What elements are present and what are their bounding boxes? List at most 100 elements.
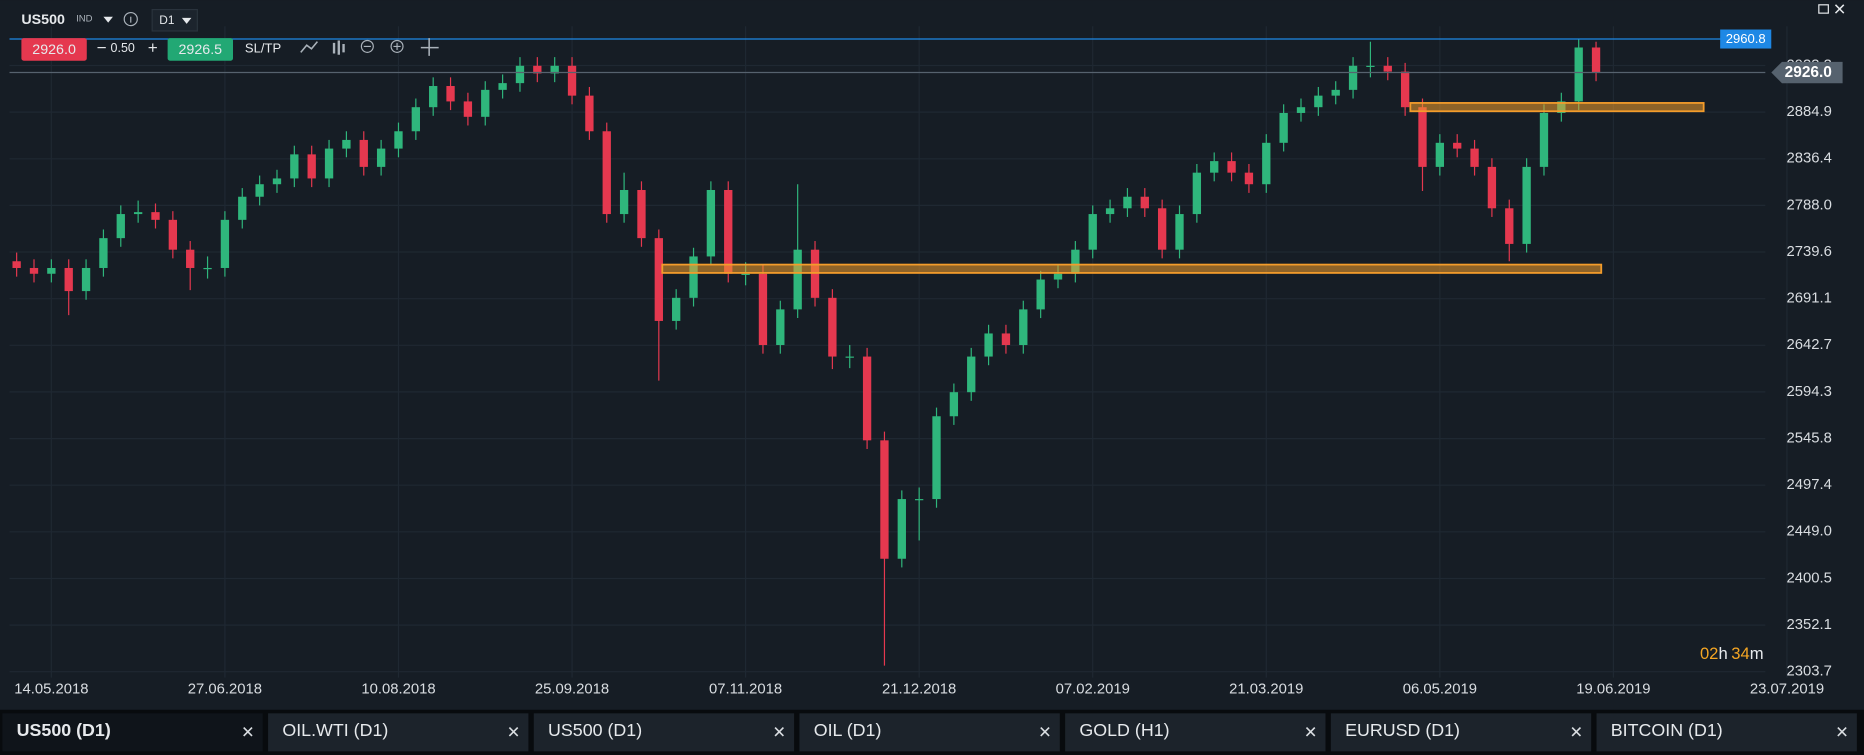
plot-layer xyxy=(9,38,1766,666)
candle-body xyxy=(706,189,716,257)
tab-close[interactable] xyxy=(243,727,253,737)
level-zone[interactable] xyxy=(1409,102,1705,113)
pan-icon[interactable] xyxy=(420,38,439,56)
candle-body xyxy=(1210,161,1219,173)
candle-icon[interactable] xyxy=(332,40,345,55)
candle-body xyxy=(463,101,473,117)
zoom-out-icon[interactable] xyxy=(360,39,374,53)
tab-label: BITCOIN (D1) xyxy=(1611,720,1723,740)
tab-label: US500 (D1) xyxy=(17,720,111,740)
candle-body xyxy=(255,184,264,197)
candle-body xyxy=(1487,166,1497,209)
tab-close[interactable] xyxy=(508,727,519,737)
candle-body xyxy=(1591,47,1601,73)
candle-body xyxy=(533,65,542,74)
symbol-dropdown[interactable] xyxy=(103,16,113,23)
toolbar: US500 IND D1 2926.0 0.50 2926.5 SL/TP xyxy=(21,8,439,61)
spread: 0.50 xyxy=(111,41,135,55)
level-zone[interactable] xyxy=(661,263,1603,274)
tab-close[interactable] xyxy=(1040,727,1050,737)
candle-body xyxy=(1157,208,1167,250)
buy-button[interactable] xyxy=(167,38,233,61)
tab-close[interactable] xyxy=(1305,727,1316,737)
candle-body xyxy=(585,95,594,132)
timer-hours: 02 xyxy=(1700,644,1719,663)
candle-body xyxy=(1001,333,1011,346)
window-close[interactable] xyxy=(1834,4,1845,14)
candle-body xyxy=(411,107,420,132)
timer-minutes: 34 xyxy=(1731,644,1750,663)
axis-layer: 2303.7 2352.1 2400.5 2449.0 2497.4 2545.8 2594… xyxy=(14,29,1843,697)
candle-body xyxy=(1192,172,1202,215)
candle-body xyxy=(446,86,455,102)
sell-price: 2926.0 xyxy=(32,42,76,58)
candle-body xyxy=(1123,196,1132,209)
y-tick-label: 2594.3 xyxy=(1786,384,1831,400)
tab-close[interactable] xyxy=(1837,727,1847,737)
tab[interactable] xyxy=(268,713,529,752)
sltp-button[interactable]: SL/TP xyxy=(245,40,282,55)
candle-body xyxy=(1574,47,1583,102)
candle-body xyxy=(12,261,21,268)
candle-body xyxy=(1262,142,1271,185)
candle-body xyxy=(64,267,73,292)
tab-close[interactable] xyxy=(774,727,784,737)
candle-body xyxy=(932,416,941,500)
timeframe-box[interactable] xyxy=(151,8,198,32)
tab[interactable] xyxy=(533,713,795,752)
candle-body xyxy=(1539,112,1549,167)
tab[interactable] xyxy=(1596,713,1857,752)
chart-background xyxy=(0,0,1864,711)
info-icon[interactable] xyxy=(123,11,138,27)
tab[interactable] xyxy=(1065,713,1326,752)
x-tick-label: 21.12.2018 xyxy=(882,681,956,697)
x-tick-label: 06.05.2019 xyxy=(1403,681,1477,697)
candle-body xyxy=(1244,172,1254,185)
candle-body xyxy=(515,65,525,84)
candle-body xyxy=(1348,65,1358,90)
sell-button[interactable] xyxy=(21,38,87,61)
symbol[interactable]: US500 xyxy=(21,12,65,28)
tab[interactable] xyxy=(1330,713,1592,752)
zoom-in-plus xyxy=(393,42,401,50)
candle-body xyxy=(186,249,195,268)
candle-body xyxy=(845,356,854,358)
candle-body xyxy=(307,154,316,179)
candle-body xyxy=(1366,65,1375,67)
y-tick-label: 2836.4 xyxy=(1786,151,1831,167)
tab-label: GOLD (H1) xyxy=(1079,720,1169,740)
candle-body xyxy=(1470,148,1479,167)
candle-body xyxy=(220,219,230,268)
timeframe-dropdown[interactable] xyxy=(181,17,192,24)
candle-body xyxy=(342,139,351,149)
candle-body xyxy=(689,256,698,298)
candle-body xyxy=(151,212,160,220)
candle-body xyxy=(1314,95,1323,108)
x-tick-label: 27.06.2018 xyxy=(188,681,262,697)
tab[interactable] xyxy=(2,713,263,752)
candle-body xyxy=(324,148,334,179)
x-tick-label: 23.07.2019 xyxy=(1750,681,1824,697)
candle-body xyxy=(133,212,143,215)
y-tick-label: 2691.1 xyxy=(1786,291,1831,307)
candle-body xyxy=(203,267,212,270)
window-minimize[interactable] xyxy=(1818,4,1829,14)
candle-body xyxy=(1505,208,1514,244)
candle-body xyxy=(1418,107,1427,167)
candle-body xyxy=(168,219,178,250)
candle-body xyxy=(81,267,91,292)
zoom-in-icon[interactable] xyxy=(390,39,404,53)
timer-hours-unit: h xyxy=(1718,644,1727,663)
tab-label: OIL.WTI (D1) xyxy=(282,720,388,740)
x-tick-label: 10.08.2018 xyxy=(361,681,435,697)
tab[interactable] xyxy=(799,713,1060,752)
y-tick-label: 2303.7 xyxy=(1786,664,1831,680)
tab-close[interactable] xyxy=(1571,727,1582,737)
line-chart-icon[interactable] xyxy=(300,41,318,53)
candle-body xyxy=(47,267,56,274)
tab-label: EURUSD (D1) xyxy=(1345,720,1460,740)
candle-body xyxy=(1088,214,1097,250)
candle-body xyxy=(672,297,681,321)
tab-label: US500 (D1) xyxy=(548,720,642,740)
price-tag xyxy=(1720,29,1772,49)
